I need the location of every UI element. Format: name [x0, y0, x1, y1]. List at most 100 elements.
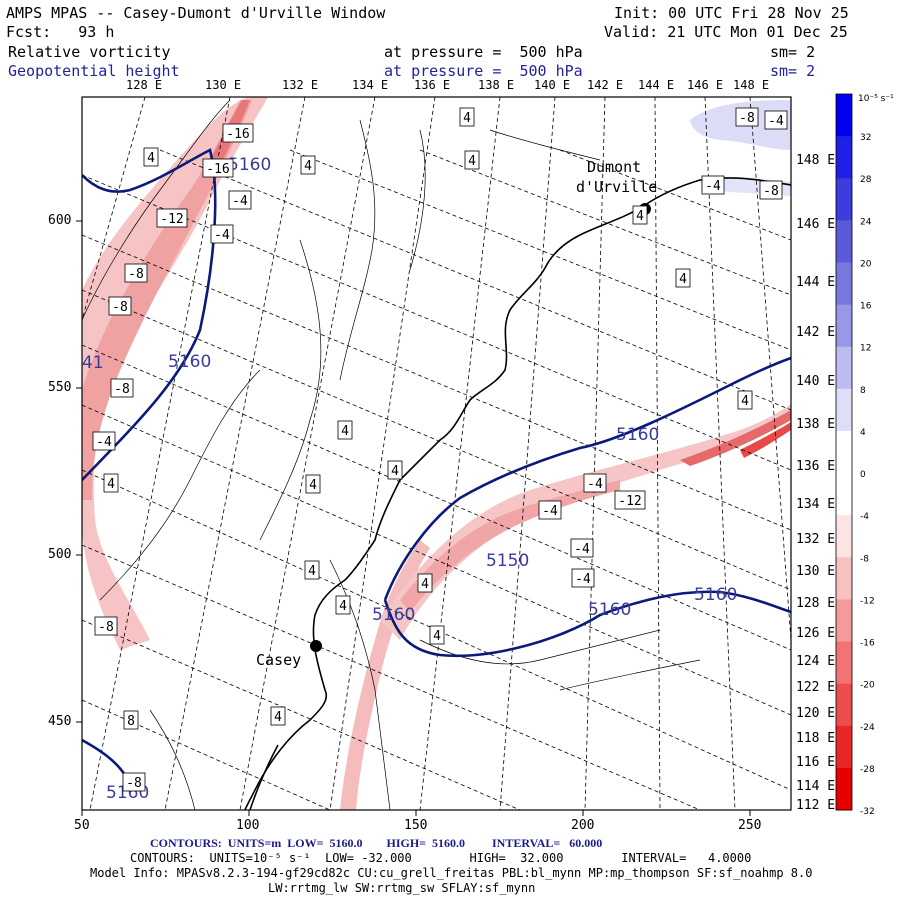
colorbar-label: 20 [860, 259, 872, 269]
vorticity-label: -8 [735, 107, 759, 127]
vorticity-label: -4 [701, 175, 725, 195]
svg-text:4: 4 [304, 159, 312, 174]
right-lon-label: 126 E [796, 626, 836, 641]
vorticity-label: -8 [94, 616, 118, 636]
svg-text:4: 4 [309, 478, 317, 493]
colorbar-label: 8 [860, 386, 866, 396]
svg-text:-8: -8 [763, 184, 779, 199]
right-lon-label: 112 E [796, 798, 836, 813]
valid-time: Valid: 21 UTC Mon 01 Dec 25 [604, 23, 848, 41]
height-label: 5160 [588, 600, 631, 620]
map-title: AMPS MPAS -- Casey-Dumont d'Urville Wind… [6, 4, 386, 22]
svg-text:-16: -16 [226, 127, 249, 142]
vorticity-label: -4 [571, 568, 595, 588]
svg-text:-16: -16 [206, 162, 229, 177]
right-lon-label: 146 E [796, 217, 836, 232]
svg-text:-4: -4 [705, 179, 721, 194]
colorbar-swatch [836, 388, 852, 432]
svg-text:-8: -8 [128, 267, 144, 282]
height-label: 5150 [486, 551, 529, 571]
right-lon-label: 130 E [796, 564, 836, 579]
svg-text:4: 4 [341, 424, 349, 439]
height-label: 5160 [694, 585, 737, 605]
height-label: 41 [82, 353, 104, 373]
svg-text:4: 4 [421, 577, 429, 592]
colorbar: 10⁻⁵ s⁻¹ 32 28 24 20 16 12 8 4 0 -4 -8 -12 -16 -20 -24 -… [835, 93, 894, 817]
vorticity-label: 4 [737, 390, 753, 410]
y-tick-label: 500 [48, 547, 72, 562]
colorbar-label: -20 [860, 681, 875, 691]
svg-text:8: 8 [127, 714, 135, 729]
colorbar-label: -8 [860, 554, 869, 564]
vorticity-label: -4 [764, 110, 788, 130]
footer-height-contours: CONTOURS: UNITS=m LOW= 5160.0 HIGH= 5160… [150, 836, 603, 850]
svg-text:-4: -4 [96, 435, 112, 450]
vorticity-label: 4 [270, 706, 286, 726]
y-tick-label: 550 [48, 380, 72, 395]
vorticity-label: 4 [305, 474, 321, 494]
svg-text:-12: -12 [618, 494, 641, 509]
vorticity-label: 8 [123, 710, 139, 730]
y-tick-label: 450 [48, 714, 72, 729]
svg-text:-4: -4 [232, 194, 248, 209]
top-lon-label: 148 E [733, 78, 770, 92]
vorticity-label: 4 [464, 150, 480, 170]
right-lon-label: 136 E [796, 459, 836, 474]
svg-text:4: 4 [339, 599, 347, 614]
vorticity-label: 4 [632, 205, 648, 225]
right-lon-label: 142 E [796, 325, 836, 340]
svg-text:-8: -8 [112, 300, 128, 315]
vorticity-label: -4 [210, 224, 234, 244]
colorbar-swatch [836, 94, 852, 137]
right-lon-label: 114 E [796, 779, 836, 794]
vorticity-label: 4 [143, 147, 159, 167]
svg-text:-8: -8 [126, 776, 142, 791]
colorbar-label: -12 [860, 596, 875, 606]
top-lon-label: 132 E [282, 78, 319, 92]
vorticity-label: -8 [108, 296, 132, 316]
svg-text:-4: -4 [768, 114, 784, 129]
svg-text:-4: -4 [587, 477, 603, 492]
right-lon-label: 124 E [796, 654, 836, 669]
footer-physics: LW:rrtmg_lw SW:rrtmg_sw SFLAY:sf_mynn [268, 881, 536, 895]
svg-text:-8: -8 [739, 111, 755, 126]
colorbar-swatch [836, 430, 852, 474]
vorticity-label: 4 [459, 107, 475, 127]
svg-text:4: 4 [308, 564, 316, 579]
station-label-casey: Casey [256, 651, 301, 669]
y-tick-label: 600 [48, 213, 72, 228]
colorbar-swatch [836, 473, 852, 516]
footer-model-info: Model Info: MPASv8.2.3-194-gf29cd82c CU:… [90, 866, 813, 880]
colorbar-label: 28 [860, 175, 872, 185]
colorbar-unit: 10⁻⁵ s⁻¹ [858, 94, 894, 104]
svg-text:4: 4 [147, 151, 155, 166]
vorticity-label: -8 [759, 180, 783, 200]
vorticity-label: 4 [304, 560, 320, 580]
vorticity-label: -4 [570, 538, 594, 558]
station-label-dumont: Dumont d'Urville [576, 158, 657, 196]
svg-text:-8: -8 [98, 620, 114, 635]
svg-text:-4: -4 [574, 542, 590, 557]
plot-frame [81, 96, 792, 811]
svg-text:-12: -12 [160, 212, 183, 227]
svg-text:4: 4 [391, 464, 399, 479]
init-time: Init: 00 UTC Fri 28 Nov 25 [614, 4, 849, 22]
height-label: 5160 [168, 352, 211, 372]
right-lon-label: 118 E [796, 731, 836, 746]
vorticity-label: -16 [222, 123, 254, 143]
colorbar-label: 16 [860, 302, 872, 312]
coastline [244, 177, 791, 810]
vorticity-label: -8 [124, 263, 148, 283]
station-marker-casey [310, 640, 322, 652]
colorbar-swatch [836, 304, 852, 348]
right-lon-label: 144 E [796, 275, 836, 290]
height-contour-labels: 5160 5160 5160 5150 5160 5160 5160 5160 … [82, 155, 737, 803]
vorticity-shading [82, 97, 791, 810]
right-lon-label: 148 E [796, 153, 836, 168]
right-lon-label: 128 E [796, 596, 836, 611]
colorbar-swatch [836, 346, 852, 390]
height-contours [82, 148, 791, 776]
right-lon-label: 132 E [796, 532, 836, 547]
right-lon-label: 120 E [796, 706, 836, 721]
